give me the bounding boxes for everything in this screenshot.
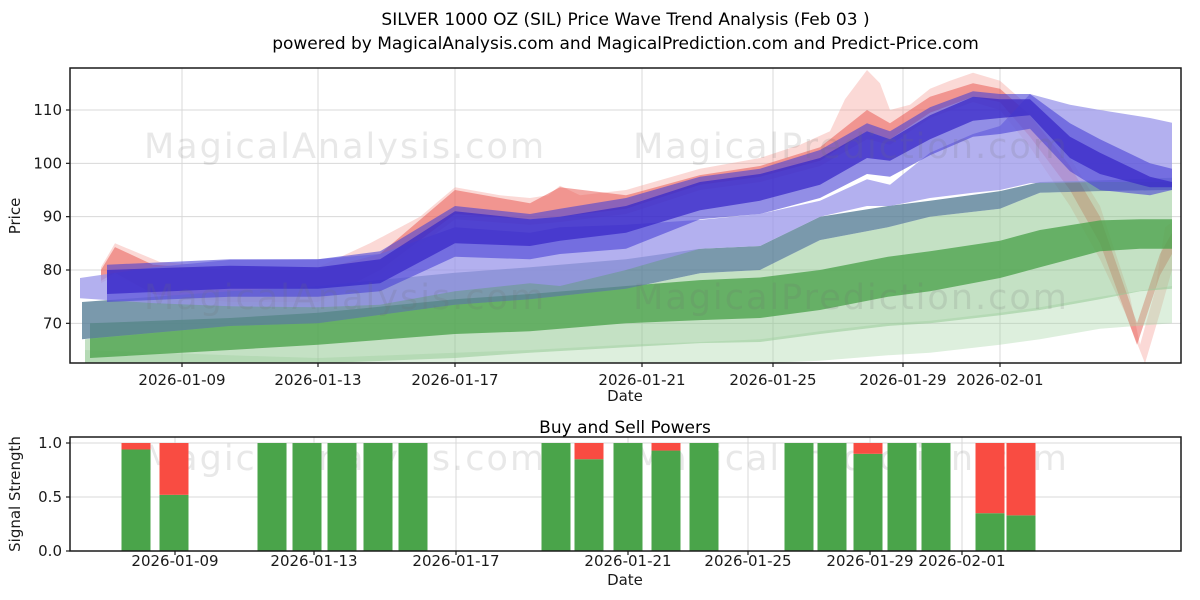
buy-bar <box>1006 515 1036 551</box>
sell-bar <box>1006 443 1036 516</box>
bar-2026-01-20 <box>574 443 604 551</box>
buy-bar <box>257 443 287 551</box>
y-tick-label: 1.0 <box>38 434 62 452</box>
bar-2026-01-22 <box>651 443 681 551</box>
y-axis-label: Price <box>6 198 24 235</box>
y-tick-label: 100 <box>33 154 62 172</box>
x-axis-label: Date <box>607 387 643 405</box>
x-tick-label: 2026-01-21 <box>584 552 671 570</box>
bar-2026-01-13 <box>292 443 322 551</box>
x-tick-label: 2026-02-01 <box>956 371 1043 389</box>
x-tick-label: 2026-01-13 <box>274 371 361 389</box>
price-wave-chart: MagicalAnalysis.com MagicalPrediction.com… <box>6 67 1182 405</box>
buy-bar <box>689 443 719 551</box>
buy-bar <box>363 443 393 551</box>
buy-bar <box>398 443 428 551</box>
signal-bars <box>121 443 1036 551</box>
buy-bar <box>121 449 151 551</box>
y-axis-label: Signal Strength <box>6 436 24 552</box>
sell-bar <box>853 443 883 454</box>
sell-bar <box>574 443 604 460</box>
band-palest-green-band <box>85 286 1172 363</box>
buy-bar <box>853 453 883 551</box>
x-tick-label: 2026-01-29 <box>859 371 946 389</box>
bar-2026-01-08 <box>121 443 151 551</box>
bar-2026-01-23 <box>689 443 719 551</box>
page-subtitle: powered by MagicalAnalysis.com and Magic… <box>272 34 979 54</box>
bar-2026-01-29 <box>853 443 883 551</box>
wave-bands <box>80 70 1172 363</box>
y-tick-label: 90 <box>43 208 62 226</box>
x-tick-label: 2026-01-09 <box>131 552 218 570</box>
bottom-chart-title: Buy and Sell Powers <box>539 418 711 438</box>
buy-bar <box>613 443 643 551</box>
buy-bar <box>292 443 322 551</box>
watermark: MagicalPrediction.com <box>633 278 1069 318</box>
x-tick-label: 2026-01-09 <box>138 371 225 389</box>
x-tick-label: 2026-02-01 <box>918 552 1005 570</box>
buy-bar <box>784 443 814 551</box>
buy-sell-powers-chart: MagicalAnalysis.comMagicalPrediction.com… <box>6 418 1182 589</box>
bar-2026-01-31 <box>921 443 951 551</box>
buy-bar <box>887 443 917 551</box>
watermark: MagicalAnalysis.com <box>144 127 546 167</box>
sell-bar <box>159 443 189 495</box>
x-tick-label: 2026-01-17 <box>411 371 498 389</box>
sell-bar <box>975 443 1005 514</box>
bar-2026-01-30 <box>887 443 917 551</box>
x-tick-label: 2026-01-21 <box>598 371 685 389</box>
sell-bar <box>121 443 151 450</box>
bar-2026-01-16 <box>398 443 428 551</box>
bar-2026-01-28 <box>817 443 847 551</box>
buy-bar <box>541 443 571 551</box>
bar-2026-02-03 <box>1006 443 1036 551</box>
buy-bar <box>574 459 604 551</box>
x-tick-label: 2026-01-29 <box>826 552 913 570</box>
buy-bar <box>975 513 1005 551</box>
bar-2026-01-12 <box>257 443 287 551</box>
y-tick-label: 110 <box>33 101 62 119</box>
plot-border <box>69 436 1182 552</box>
buy-bar <box>817 443 847 551</box>
watermark: MagicalPrediction.com <box>633 127 1069 167</box>
buy-bar <box>921 443 951 551</box>
band-indigo-band <box>107 96 1172 294</box>
bar-2026-01-14 <box>327 443 357 551</box>
x-tick-label: 2026-01-25 <box>729 371 816 389</box>
y-tick-label: 0.0 <box>38 542 62 560</box>
buy-bar <box>159 494 189 551</box>
page-title: SILVER 1000 OZ (SIL) Price Wave Trend An… <box>381 10 870 30</box>
figure-title-block: SILVER 1000 OZ (SIL) Price Wave Trend An… <box>51 8 1200 56</box>
buy-bar <box>327 443 357 551</box>
watermark: MagicalAnalysis.com <box>144 278 546 318</box>
plot-border <box>69 67 1182 364</box>
y-tick-label: 80 <box>43 261 62 279</box>
x-axis-label: Date <box>607 571 643 589</box>
buy-bar <box>651 450 681 551</box>
y-tick-label: 70 <box>43 314 62 332</box>
x-tick-label: 2026-01-17 <box>412 552 499 570</box>
band-medium-green-band <box>90 219 1172 358</box>
bar-2026-02-02 <box>975 443 1005 551</box>
bar-2026-01-09 <box>159 443 189 551</box>
bar-2026-01-27 <box>784 443 814 551</box>
y-tick-label: 0.5 <box>38 488 62 506</box>
bar-2026-01-15 <box>363 443 393 551</box>
x-tick-label: 2026-01-13 <box>270 552 357 570</box>
bar-2026-01-21 <box>613 443 643 551</box>
x-tick-label: 2026-01-25 <box>704 552 791 570</box>
bar-2026-01-19 <box>541 443 571 551</box>
sell-bar <box>651 443 681 451</box>
